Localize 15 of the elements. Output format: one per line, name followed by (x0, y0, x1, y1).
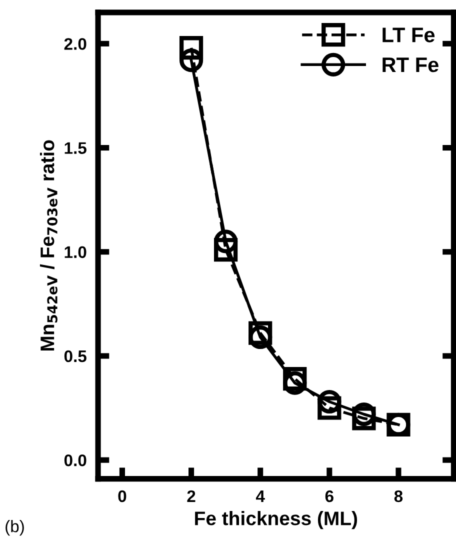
x-tick-label: 4 (256, 490, 265, 502)
x-tick-label: 8 (394, 490, 403, 502)
legend-label: RT Fe (382, 58, 438, 72)
x-tick-label: 0 (118, 490, 126, 502)
text: (b) (6, 520, 24, 536)
y-tick-label: 1.0 (64, 246, 86, 258)
y-tick-label: 0.5 (64, 350, 86, 362)
legend-label: LT Fe (382, 28, 435, 42)
y-tick-label: 1.5 (64, 142, 86, 154)
y-tick-label: 2.0 (64, 38, 86, 50)
y-axis-title: Mn$_{542eV}$ / Fe$_{703eV}$ ratio (40, 140, 58, 350)
x-axis-title: Fe thickness (ML) (195, 510, 358, 530)
y-tick-label: 0.0 (64, 454, 86, 466)
x-tick-label: 2 (187, 490, 196, 502)
x-tick-label: 6 (325, 490, 334, 502)
